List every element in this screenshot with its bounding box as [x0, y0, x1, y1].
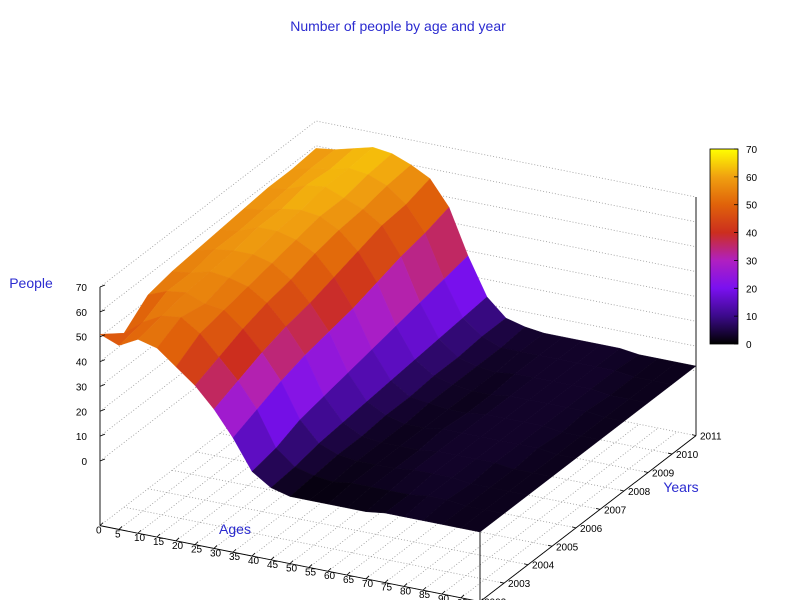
z-tick-label: 20: [76, 407, 88, 418]
age-tick-label: 0: [96, 526, 102, 537]
z-tick-label: 30: [76, 382, 88, 393]
colorbar-tick-label: 0: [746, 340, 752, 351]
colorbar-tick-label: 30: [746, 256, 758, 267]
colorbar-tick-label: 70: [746, 145, 758, 156]
year-tick-label: 2008: [628, 487, 651, 498]
year-tick-label: 2004: [532, 561, 555, 572]
colorbar-tick-label: 40: [746, 229, 758, 240]
z-tick-label: 40: [76, 358, 88, 369]
colorbar-tick-label: 60: [746, 173, 758, 184]
year-tick-label: 2006: [580, 524, 603, 535]
z-tick-label: 10: [76, 432, 88, 443]
age-tick-label: 75: [381, 583, 393, 594]
age-tick-label: 60: [324, 571, 336, 582]
year-tick-label: 2002: [484, 598, 507, 600]
z-tick-label: 50: [76, 333, 88, 344]
chart-title: Number of people by age and year: [290, 18, 506, 34]
age-ticks: 0510152025303540455055606570758085909510…: [96, 522, 484, 600]
age-tick-label: 95: [457, 598, 469, 600]
age-tick-label: 85: [419, 590, 431, 600]
colorbar-tick-label: 10: [746, 312, 758, 323]
z-tick-label: 60: [76, 308, 88, 319]
age-tick-label: 35: [229, 552, 241, 563]
z-tick-label: 0: [81, 457, 87, 468]
age-tick-label: 20: [172, 541, 184, 552]
age-tick-label: 30: [210, 548, 222, 559]
age-tick-label: 80: [400, 586, 412, 597]
age-tick-label: 55: [305, 567, 317, 578]
z-axis-label: People: [9, 275, 53, 291]
age-tick-label: 45: [267, 560, 279, 571]
year-tick-label: 2007: [604, 505, 627, 516]
colorbar-bar: [709, 148, 739, 345]
age-tick-label: 90: [438, 594, 450, 600]
z-ticks: 0 10 20 30 40 50 60 70: [76, 283, 106, 468]
surface: [99, 147, 697, 533]
x-axis-label: Ages: [219, 521, 251, 537]
age-tick-label: 65: [343, 575, 355, 586]
colorbar-tick-label: 20: [746, 284, 758, 295]
year-tick-label: 2005: [556, 542, 579, 553]
age-tick-label: 10: [134, 533, 146, 544]
year-tick-label: 2003: [508, 579, 531, 590]
age-tick-label: 70: [362, 579, 374, 590]
age-tick-label: 40: [248, 556, 260, 567]
year-tick-label: 2010: [676, 450, 699, 461]
y-axis-label: Years: [663, 479, 698, 495]
surface-cell: [460, 509, 505, 533]
z-tick-label: 70: [76, 283, 88, 294]
year-tick-label: 2011: [700, 432, 722, 443]
colorbar-tick-label: 50: [746, 201, 758, 212]
age-tick-label: 25: [191, 545, 203, 556]
age-tick-label: 50: [286, 564, 298, 575]
age-tick-label: 5: [115, 529, 121, 540]
year-tick-label: 2009: [652, 469, 675, 480]
colorbar: 0 10 20 30 40 50 60 70: [709, 145, 758, 351]
age-tick-label: 15: [153, 537, 165, 548]
